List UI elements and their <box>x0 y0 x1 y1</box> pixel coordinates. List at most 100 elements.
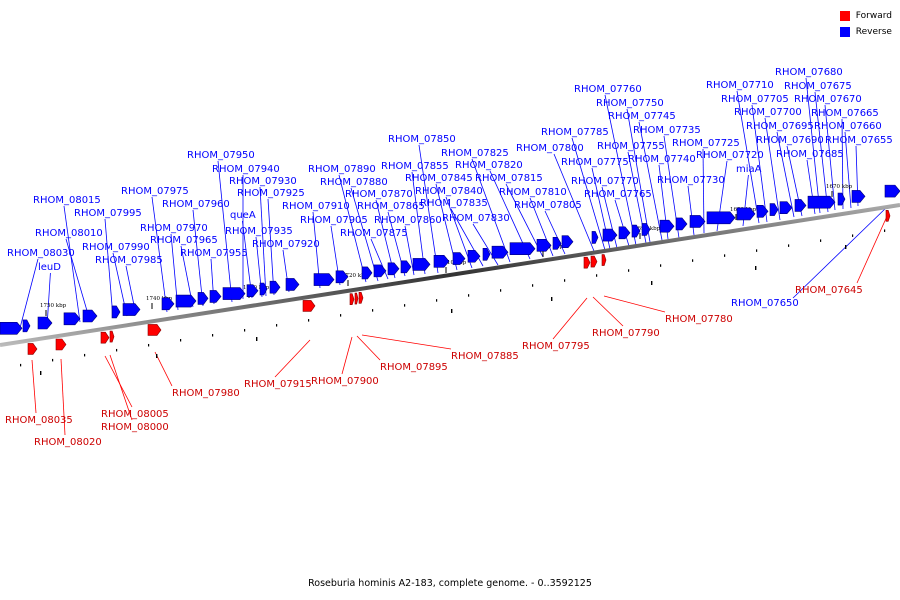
forward-gene-arrow <box>358 292 364 304</box>
reverse-gene-arrow <box>675 217 688 231</box>
reverse-gene-label: RHOM_07950 <box>187 150 255 161</box>
axis-tick-label: 1670 kbp <box>826 184 853 190</box>
forward-gene-arrow <box>354 292 359 305</box>
reverse-gene-label: RHOM_07975 <box>121 186 189 197</box>
reverse-gene-arrow <box>561 235 574 248</box>
reverse-leader-line <box>736 90 760 224</box>
reverse-gene-label: leuD <box>38 262 61 273</box>
reverse-gene-arrow <box>246 284 259 298</box>
reverse-leader-line <box>814 91 829 213</box>
forward-gene-arrow <box>885 210 891 222</box>
axis-tick-label: 1720 kbp <box>342 273 369 279</box>
reverse-gene-arrow <box>536 239 552 252</box>
reverse-gene-label: RHOM_07755 <box>597 141 665 152</box>
reverse-gene-label: RHOM_07875 <box>340 228 408 239</box>
legend-forward: Forward <box>839 8 892 24</box>
forward-gene-label: RHOM_07780 <box>665 314 733 325</box>
forward-gene-arrow <box>601 254 607 266</box>
forward-gene-label: RHOM_08020 <box>34 437 102 448</box>
reverse-gene-label: RHOM_07810 <box>499 187 567 198</box>
reverse-gene-arrow <box>851 190 866 203</box>
position-tick <box>451 309 453 313</box>
reverse-gene-label: miaA <box>736 164 762 175</box>
position-dot <box>756 249 758 252</box>
reverse-gene-label: RHOM_07785 <box>541 127 609 138</box>
reverse-gene-label: RHOM_07670 <box>794 94 862 105</box>
position-markers <box>20 229 886 375</box>
forward-gene-arrow <box>583 256 591 269</box>
position-tick <box>651 281 653 285</box>
reverse-gene-label: RHOM_07845 <box>405 173 473 184</box>
position-tick <box>256 337 258 341</box>
reverse-gene-label: RHOM_07680 <box>775 67 843 78</box>
reverse-gene-arrow <box>259 282 268 296</box>
reverse-gene-label: RHOM_07705 <box>721 94 789 105</box>
reverse-gene-label: RHOM_07650 <box>731 298 799 309</box>
reverse-leader-line <box>844 131 852 209</box>
reverse-gene-label: RHOM_07965 <box>150 235 218 246</box>
reverse-gene-label: RHOM_07695 <box>746 121 814 132</box>
reverse-gene-arrow <box>361 266 373 280</box>
reverse-gene-label: RHOM_07850 <box>388 134 456 145</box>
forward-gene-label: RHOM_08035 <box>5 415 73 426</box>
forward-gene-label: RHOM_07895 <box>380 362 448 373</box>
position-dot <box>532 284 534 287</box>
reverse-gene-arrow <box>631 224 641 238</box>
axis-tick-label: 1730 kbp <box>243 285 270 291</box>
forward-leader-line <box>603 295 666 313</box>
reverse-leader-line <box>151 196 168 313</box>
reverse-gene-label: RHOM_07700 <box>734 107 802 118</box>
reverse-gene-arrow <box>794 199 807 212</box>
position-dot <box>724 254 726 257</box>
reverse-label: Reverse <box>855 27 892 37</box>
reverse-gene-label: RHOM_07675 <box>784 81 852 92</box>
reverse-leader-line <box>764 117 781 221</box>
forward-leader-line <box>109 354 133 421</box>
reverse-gene-label: RHOM_07985 <box>95 255 163 266</box>
reverse-gene-arrow <box>618 226 631 240</box>
reverse-gene-arrow <box>433 255 450 268</box>
reverse-gene-label: RHOM_07740 <box>628 154 696 165</box>
forward-leader-line <box>31 359 37 414</box>
reverse-gene-label: RHOM_07655 <box>825 135 893 146</box>
reverse-gene-label: RHOM_07830 <box>442 213 510 224</box>
forward-gene-label: RHOM_07980 <box>172 388 240 399</box>
reverse-gene-arrow <box>884 184 900 198</box>
reverse-leader-line <box>259 186 267 297</box>
position-dot <box>372 309 374 312</box>
reverse-gene-label: RHOM_07925 <box>237 188 305 199</box>
reverse-gene-label: RHOM_07990 <box>82 242 150 253</box>
position-dot <box>852 234 854 237</box>
axis-tick-label: 1750 kbp <box>40 303 67 309</box>
forward-gene-label: RHOM_07900 <box>311 376 379 387</box>
leader-lines <box>19 77 889 436</box>
reverse-leader-line <box>604 94 637 246</box>
position-dot <box>660 264 662 267</box>
position-tick <box>40 371 42 375</box>
axis-tick-label: 1700 kbp <box>537 244 564 250</box>
gene-labels: RHOM_08030 leuD RHOM_08015 RHOM_08010 RHOM_0… <box>5 67 893 448</box>
reverse-leader-line <box>19 258 39 329</box>
reverse-leader-line <box>418 144 439 274</box>
reverse-leader-line <box>776 131 795 218</box>
reverse-gene-arrow <box>591 231 599 244</box>
reverse-gene-arrow <box>0 321 23 335</box>
reverse-gene-label: RHOM_07920 <box>252 239 320 250</box>
reverse-gene-arrow <box>491 245 509 259</box>
reverse-gene-label: RHOM_07940 <box>212 164 280 175</box>
reverse-leader-line <box>192 209 204 307</box>
position-tick <box>156 354 158 358</box>
reverse-gene-arrow <box>769 203 779 216</box>
forward-gene-label: RHOM_07790 <box>592 328 660 339</box>
reverse-leader-line <box>404 225 415 276</box>
reverse-gene-arrow <box>122 303 141 316</box>
reverse-gene-arrow <box>63 312 81 326</box>
reverse-gene-arrow <box>756 205 769 218</box>
reverse-leader-line <box>571 137 606 251</box>
reverse-leader-line <box>751 104 768 223</box>
reverse-gene-label: RHOM_07665 <box>811 108 879 119</box>
forward-leader-line <box>592 296 624 327</box>
reverse-gene-label: RHOM_07890 <box>308 164 376 175</box>
reverse-gene-label: RHOM_07855 <box>381 161 449 172</box>
